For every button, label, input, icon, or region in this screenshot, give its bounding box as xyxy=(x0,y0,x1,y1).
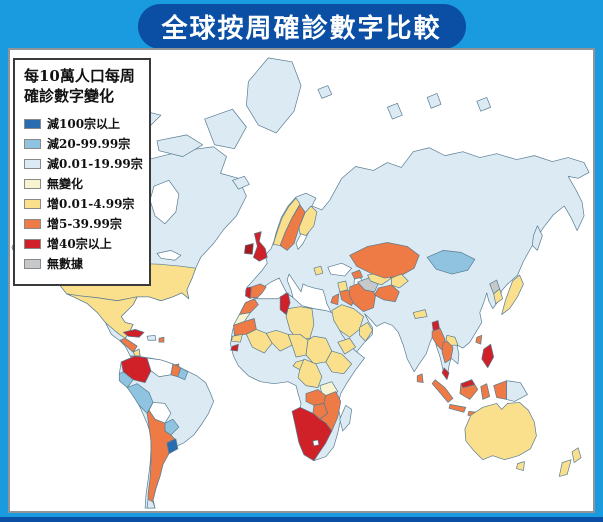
region-south-korea xyxy=(493,288,503,305)
legend-items: 減100宗以上 減20-99.99宗 減0.01-19.99宗 無變化增0.01-4.… xyxy=(24,115,143,272)
legend-swatch-nodata xyxy=(24,258,41,269)
legend-label-nodata: 無數據 xyxy=(47,257,84,271)
region-cuba xyxy=(122,329,145,338)
region-australia xyxy=(464,402,537,461)
region-philippines xyxy=(481,343,495,369)
page-title: 全球按周確診數字比較 xyxy=(137,4,466,49)
region-new-zealand-south xyxy=(558,459,572,477)
region-new-zealand-north xyxy=(571,447,582,463)
page-title-text: 全球按周確診數字比較 xyxy=(161,13,442,43)
legend-title: 每10萬人口每周 確診數字變化 xyxy=(24,67,143,106)
region-argentina-chile xyxy=(146,409,176,509)
region-borneo-malaysia xyxy=(460,379,476,388)
legend-swatch-d100 xyxy=(24,118,41,129)
region-arctic-islands-mid xyxy=(156,134,204,157)
region-libya xyxy=(285,306,315,341)
region-java xyxy=(448,404,467,413)
legend-label-i5: 增5-39.99宗 xyxy=(47,217,122,231)
region-morocco xyxy=(239,298,259,315)
region-novaya-zemlya xyxy=(387,102,403,120)
legend-label-i40: 增40宗以上 xyxy=(47,237,112,251)
region-united-kingdom xyxy=(252,231,268,262)
bottom-accent-bar xyxy=(0,517,603,522)
region-madagascar xyxy=(339,405,353,432)
region-mozambique xyxy=(319,391,342,432)
region-mongolia xyxy=(426,250,476,275)
legend-swatch-i0 xyxy=(24,198,41,209)
region-lesotho xyxy=(312,439,320,447)
region-romania-bulgaria xyxy=(313,265,324,276)
legend: 每10萬人口每周 確診數字變化 減100宗以上 減20-99.99宗 減0.01-1… xyxy=(13,58,151,286)
legend-swatch-i40 xyxy=(24,238,41,249)
legend-item-zero: 無變化 xyxy=(24,175,143,192)
region-papua-west xyxy=(493,380,507,400)
region-hispaniola xyxy=(146,334,157,341)
region-jordan-israel xyxy=(330,293,340,306)
region-ireland xyxy=(244,243,254,255)
legend-title-line1: 每10萬人口每周 xyxy=(24,67,135,85)
region-spain xyxy=(250,283,267,299)
region-taiwan xyxy=(475,334,483,345)
region-afghanistan xyxy=(374,284,400,303)
region-caucasus xyxy=(351,269,363,280)
legend-item-i5: 增5-39.99宗 xyxy=(24,215,143,232)
region-black-sea xyxy=(327,262,353,277)
region-kazakhstan xyxy=(349,242,420,279)
region-tasmania xyxy=(516,461,525,471)
region-sulawesi xyxy=(480,383,491,400)
region-papua-new-guinea xyxy=(506,380,528,402)
legend-swatch-d20 xyxy=(24,138,41,149)
region-malaysia-peninsula xyxy=(441,367,450,381)
legend-item-d20: 減20-99.99宗 xyxy=(24,135,143,152)
region-severnaya-zemlya xyxy=(426,93,442,109)
legend-item-i0: 增0.01-4.99宗 xyxy=(24,195,143,212)
region-puerto-rico xyxy=(158,336,165,343)
region-ethiopia xyxy=(325,350,353,375)
region-oman xyxy=(359,322,373,342)
region-sumatra xyxy=(431,379,454,403)
legend-item-i40: 增40宗以上 xyxy=(24,235,143,252)
region-dr-congo xyxy=(297,358,323,388)
legend-item-d0: 減0.01-19.99宗 xyxy=(24,155,143,172)
map-panel: 每10萬人口每周 確診數字變化 減100宗以上 減20-99.99宗 減0.01-1… xyxy=(8,48,595,513)
region-yemen xyxy=(337,337,356,355)
region-sakhalin xyxy=(532,225,543,251)
legend-swatch-i5 xyxy=(24,218,41,229)
region-senegal xyxy=(231,333,243,343)
region-great-lakes xyxy=(156,250,182,261)
region-kyrgyzstan xyxy=(391,273,409,289)
legend-item-d100: 減100宗以上 xyxy=(24,115,143,132)
region-iceland xyxy=(232,176,250,190)
legend-item-nodata: 無數據 xyxy=(24,255,143,272)
region-ecuador xyxy=(118,371,134,388)
region-finland xyxy=(298,205,318,236)
region-greenland xyxy=(246,57,302,134)
legend-label-d100: 減100宗以上 xyxy=(47,117,121,131)
region-chile-south-tip xyxy=(146,498,156,509)
legend-label-d20: 減20-99.99宗 xyxy=(47,137,131,151)
region-baffin-island xyxy=(204,108,247,150)
region-svalbard xyxy=(317,85,333,99)
world-map-svg xyxy=(11,57,590,509)
region-southern-africa xyxy=(291,407,333,462)
region-guinea-area xyxy=(230,343,239,352)
region-siberian-islands xyxy=(476,97,492,112)
region-laos xyxy=(445,334,459,346)
region-mexico xyxy=(66,293,138,339)
region-suriname xyxy=(177,367,189,381)
region-portugal xyxy=(245,286,252,300)
region-nepal xyxy=(412,309,428,319)
legend-title-line2: 確診數字變化 xyxy=(24,86,115,105)
legend-swatch-d0 xyxy=(24,158,41,169)
region-japan xyxy=(501,274,524,315)
legend-label-i0: 增0.01-4.99宗 xyxy=(47,197,135,211)
legend-label-zero: 無變化 xyxy=(47,177,84,191)
region-sri-lanka xyxy=(416,373,424,384)
region-sweden xyxy=(279,204,306,251)
legend-swatch-zero xyxy=(24,178,41,189)
region-eurasia xyxy=(245,147,590,380)
legend-label-d0: 減0.01-19.99宗 xyxy=(47,157,143,171)
